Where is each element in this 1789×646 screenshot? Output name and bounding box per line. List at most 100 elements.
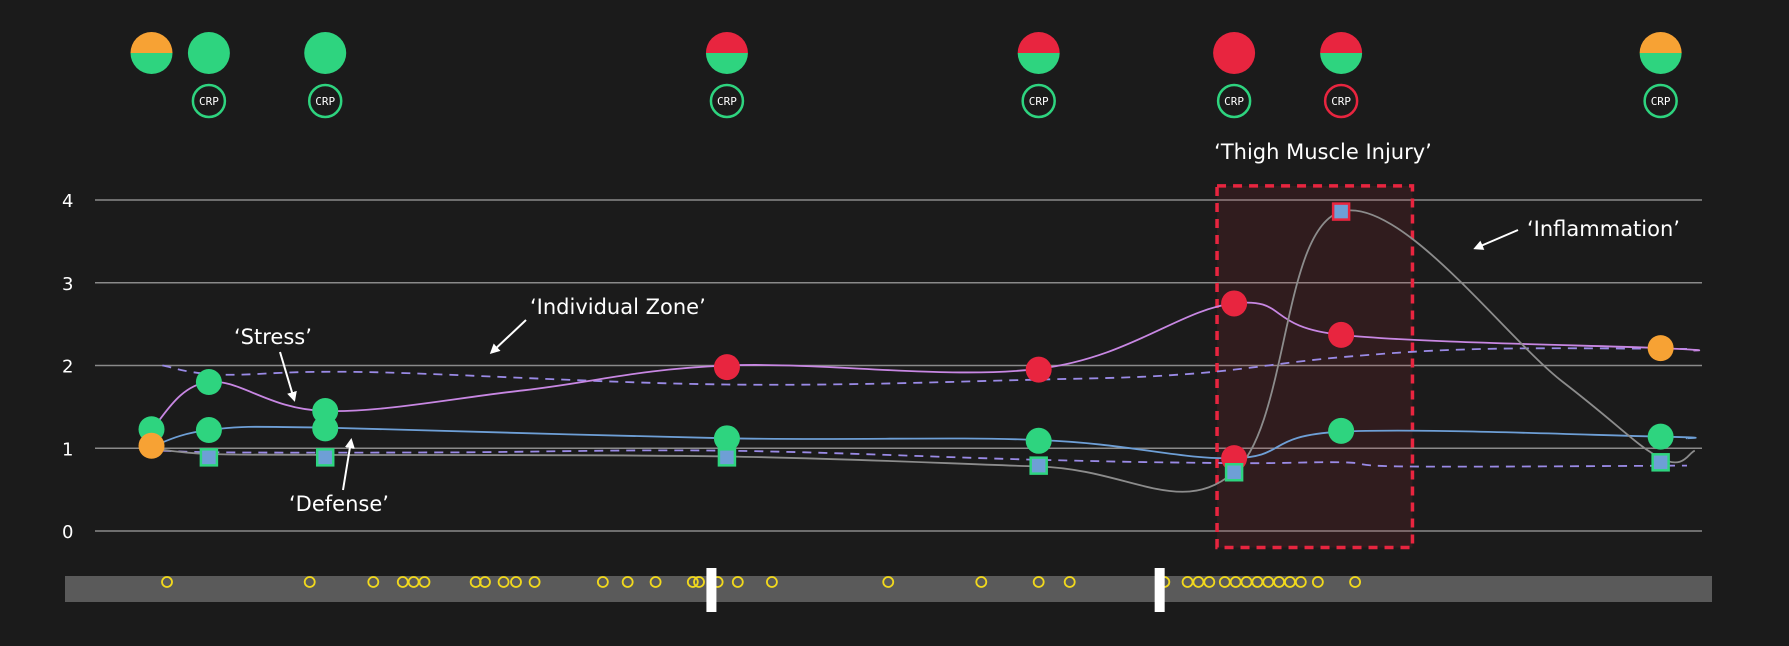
timeline-event[interactable]	[596, 576, 609, 588]
inflammation-point[interactable]	[1029, 456, 1048, 475]
stress-point[interactable]	[1647, 335, 1674, 362]
defense-point[interactable]	[138, 432, 165, 459]
status-indicator[interactable]	[304, 32, 347, 74]
status-indicator[interactable]	[705, 32, 748, 74]
arrow-inflammation	[1473, 229, 1519, 250]
stress-point[interactable]	[195, 369, 222, 396]
inflammation-point[interactable]	[315, 448, 335, 467]
crp-label: CRP	[717, 95, 737, 108]
status-indicator-top	[1320, 32, 1363, 53]
timeline-event[interactable]	[1349, 576, 1361, 588]
timeline-handle[interactable]	[706, 568, 717, 612]
defense-point[interactable]	[1647, 423, 1674, 450]
timeline-event[interactable]	[1294, 576, 1307, 588]
inflammation-point[interactable]	[1651, 453, 1670, 472]
stress-point[interactable]	[713, 354, 740, 381]
timeline-event[interactable]	[1063, 576, 1076, 588]
timeline-event[interactable]	[1311, 576, 1324, 588]
stress-point[interactable]	[1328, 321, 1355, 348]
status-indicator-bottom	[1639, 53, 1682, 74]
crp-ring	[191, 83, 227, 119]
timeline-event[interactable]	[510, 576, 522, 588]
crp-label: CRP	[1331, 95, 1351, 108]
timeline-event[interactable]	[649, 576, 662, 588]
annotations: ‘Thigh Muscle Injury’ ‘Inflammation’ ‘In…	[234, 140, 1680, 516]
annotation-inflammation: ‘Inflammation’	[1527, 217, 1680, 241]
timeline-bar[interactable]	[65, 568, 1712, 612]
timeline-event[interactable]	[766, 576, 778, 588]
timeline-event[interactable]	[497, 576, 510, 588]
crp-ring	[1643, 83, 1678, 119]
timeline-track[interactable]	[65, 576, 1712, 602]
timeline-event[interactable]	[303, 576, 316, 588]
stress-point[interactable]	[1221, 290, 1248, 317]
status-indicators: CRP CRP CRP CRP CRP CRP CRP	[130, 32, 1682, 119]
status-indicator[interactable]	[1213, 32, 1256, 74]
stress-point[interactable]	[1025, 356, 1052, 383]
stress-zone-line	[162, 347, 1688, 386]
crp-ring	[1323, 83, 1359, 119]
defense-point[interactable]	[195, 417, 222, 444]
crp-label: CRP	[1224, 95, 1244, 108]
crp-badge[interactable]: CRP	[1216, 83, 1252, 119]
status-indicator-top	[705, 32, 748, 53]
defense-point[interactable]	[1025, 427, 1052, 454]
inflammation-point[interactable]	[1331, 202, 1351, 221]
crp-label: CRP	[315, 95, 335, 108]
crp-ring	[1216, 83, 1252, 119]
status-indicator-bottom	[1320, 53, 1363, 74]
crp-badge[interactable]: CRP	[191, 83, 227, 119]
timeline-handle[interactable]	[1154, 568, 1165, 612]
annotation-stress: ‘Stress’	[234, 325, 312, 349]
status-indicator-top	[130, 32, 173, 53]
crp-badge[interactable]: CRP	[1021, 83, 1056, 119]
status-indicator-top	[1639, 32, 1682, 53]
status-indicator-top	[1017, 32, 1060, 53]
crp-badge[interactable]: CRP	[1323, 83, 1359, 119]
timeline-event[interactable]	[686, 576, 699, 588]
y-tick-label: 4	[62, 191, 73, 212]
timeline-event[interactable]	[367, 576, 380, 588]
y-tick-label: 0	[62, 522, 73, 543]
defense-point[interactable]	[1328, 417, 1355, 444]
status-indicator[interactable]	[1017, 32, 1060, 74]
timeline-event[interactable]	[528, 576, 541, 588]
inflammation-point[interactable]	[199, 448, 219, 467]
crp-ring	[307, 83, 343, 119]
crp-label: CRP	[1029, 95, 1049, 108]
timeline-event[interactable]	[418, 576, 431, 588]
crp-badge[interactable]: CRP	[1643, 83, 1678, 119]
timeline-event[interactable]	[161, 576, 173, 588]
injury-region	[1215, 184, 1415, 550]
timeline-event[interactable]	[621, 576, 634, 588]
timeline-event[interactable]	[882, 576, 895, 588]
timeline-event[interactable]	[731, 576, 744, 588]
timeline-event[interactable]	[1032, 576, 1045, 588]
timeline-event[interactable]	[693, 576, 705, 588]
arrow-individual-zone	[489, 319, 527, 355]
status-indicator[interactable]	[1320, 32, 1363, 74]
y-tick-label: 2	[62, 357, 73, 378]
status-indicator-top	[1213, 32, 1256, 53]
y-tick-label: 3	[62, 274, 73, 295]
individual-zone-lines	[162, 347, 1688, 468]
crp-badge[interactable]: CRP	[709, 83, 745, 119]
annotation-defense: ‘Defense’	[289, 492, 389, 516]
y-tick-label: 1	[62, 439, 73, 460]
crp-ring	[1021, 83, 1056, 119]
status-indicator[interactable]	[187, 32, 230, 74]
crp-badge[interactable]: CRP	[307, 83, 343, 119]
crp-label: CRP	[1651, 95, 1671, 108]
defense-point[interactable]	[713, 425, 740, 452]
status-indicator[interactable]	[130, 32, 173, 74]
status-indicator[interactable]	[1639, 32, 1682, 74]
inflammation-point[interactable]	[717, 448, 737, 467]
timeline-event[interactable]	[1203, 576, 1216, 588]
inflammation-point[interactable]	[1224, 462, 1244, 482]
timeline-event[interactable]	[975, 576, 988, 588]
status-indicator-bottom	[705, 53, 748, 74]
timeline-event[interactable]	[479, 576, 491, 588]
defense-point[interactable]	[312, 415, 339, 442]
